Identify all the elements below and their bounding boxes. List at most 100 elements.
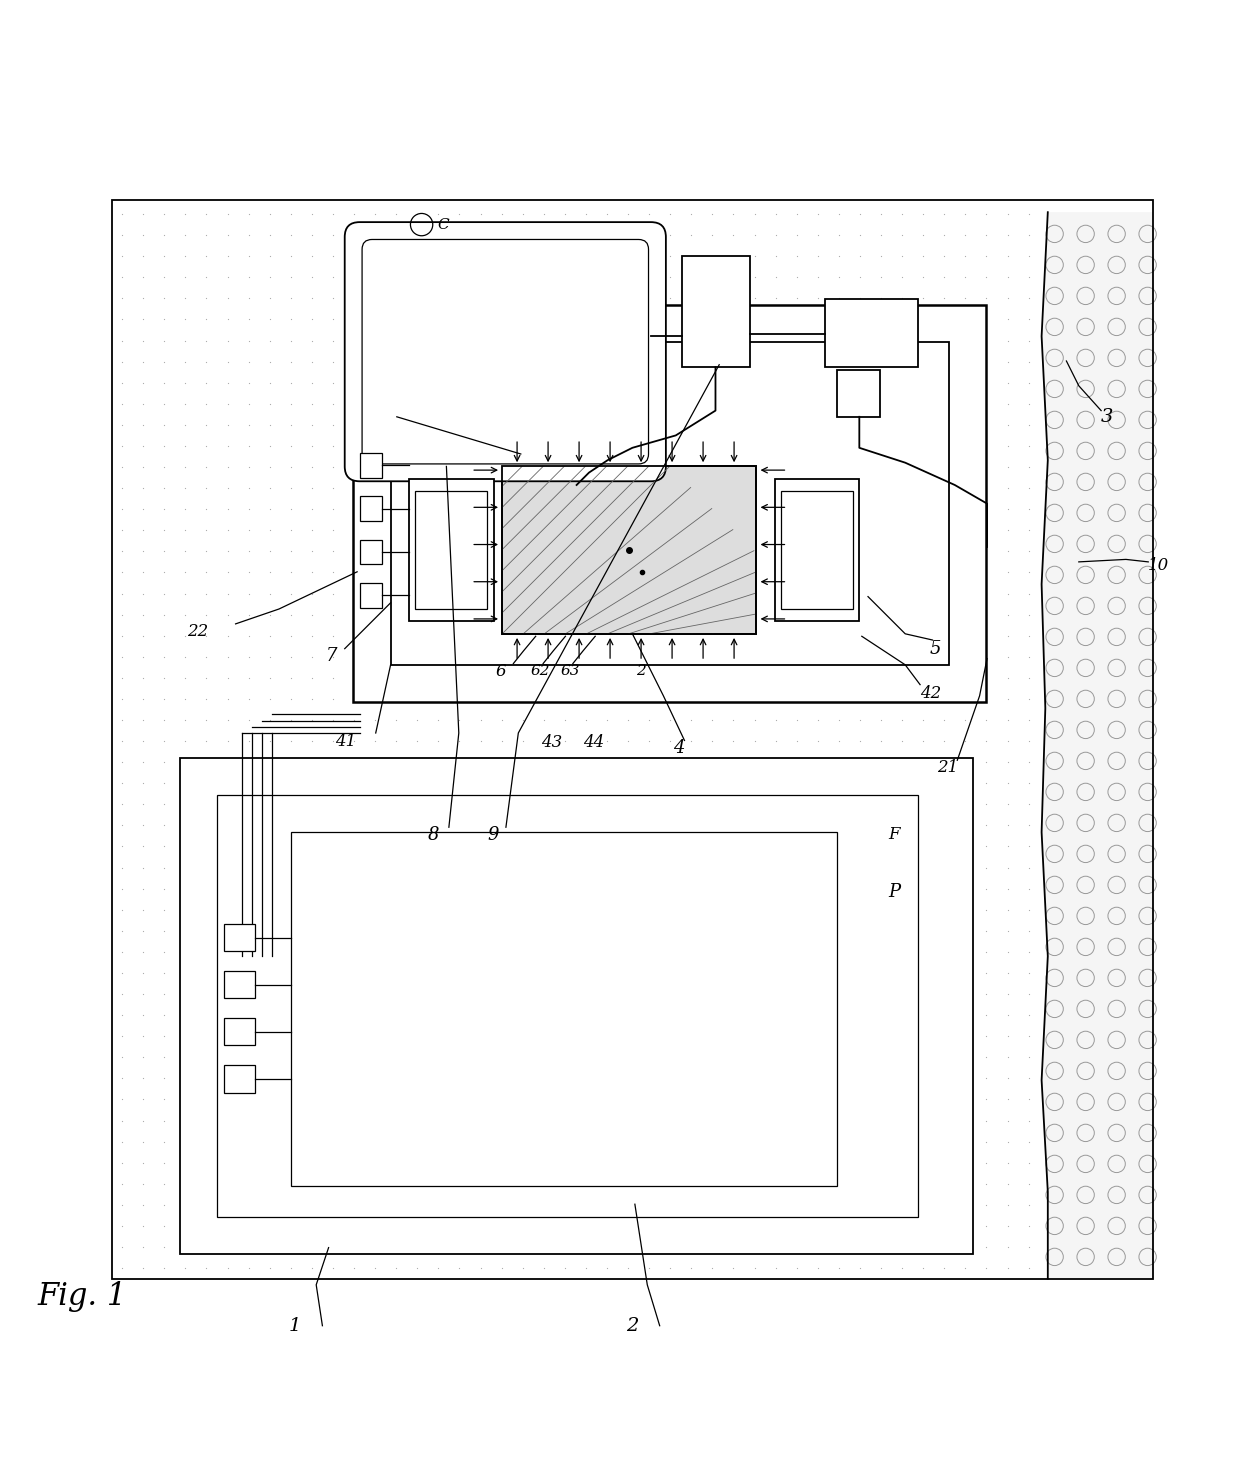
Point xyxy=(343,729,365,752)
Point xyxy=(154,814,174,837)
Point xyxy=(787,1003,807,1026)
Point xyxy=(744,645,764,668)
Point xyxy=(598,519,618,542)
Point xyxy=(808,666,828,689)
Point xyxy=(513,751,533,774)
Point xyxy=(429,856,449,880)
Point xyxy=(280,328,301,352)
Point xyxy=(176,1130,196,1154)
Point xyxy=(1061,497,1081,520)
Point xyxy=(112,877,133,900)
Point xyxy=(766,245,786,268)
Point xyxy=(450,919,470,943)
Point xyxy=(598,1045,618,1069)
Point xyxy=(280,645,301,668)
Point xyxy=(260,1193,280,1217)
Point xyxy=(280,1025,301,1048)
Point xyxy=(280,729,301,752)
Point xyxy=(513,223,533,246)
Point xyxy=(112,1151,133,1174)
Point xyxy=(303,771,322,795)
Point xyxy=(112,603,133,626)
Point xyxy=(112,688,133,711)
Point xyxy=(513,413,533,437)
Point xyxy=(724,877,744,900)
Point xyxy=(429,1003,449,1026)
Point xyxy=(1061,519,1081,542)
Point xyxy=(893,1171,913,1195)
Point xyxy=(808,1088,828,1111)
Point xyxy=(702,434,722,457)
Point xyxy=(598,1067,618,1091)
Point xyxy=(640,1025,660,1048)
Point xyxy=(322,202,342,226)
Point xyxy=(322,856,342,880)
Point xyxy=(577,1214,596,1237)
Point xyxy=(218,476,238,500)
Point xyxy=(830,625,849,648)
Point xyxy=(1123,539,1143,563)
Point xyxy=(577,519,596,542)
Point xyxy=(176,519,196,542)
Point xyxy=(724,603,744,626)
Point xyxy=(1083,1193,1102,1217)
Point xyxy=(196,434,217,457)
Point xyxy=(766,308,786,331)
Point xyxy=(682,497,702,520)
Point xyxy=(176,919,196,943)
Point xyxy=(1123,1025,1143,1048)
Point xyxy=(303,666,322,689)
Point xyxy=(218,519,238,542)
Point xyxy=(619,603,639,626)
Point xyxy=(830,245,849,268)
Point xyxy=(640,962,660,985)
Point xyxy=(1123,265,1143,289)
Text: 42: 42 xyxy=(920,685,941,702)
Point xyxy=(533,645,553,668)
Point xyxy=(322,1108,342,1132)
Point xyxy=(598,350,618,374)
Point xyxy=(640,476,660,500)
Point xyxy=(429,645,449,668)
Point xyxy=(556,603,575,626)
Point xyxy=(913,391,934,415)
Point xyxy=(872,688,892,711)
Point xyxy=(1061,688,1081,711)
Point xyxy=(998,751,1018,774)
Point xyxy=(1104,1214,1123,1237)
Point xyxy=(154,328,174,352)
Point xyxy=(407,1067,427,1091)
Point xyxy=(956,328,976,352)
Point xyxy=(1083,645,1102,668)
Point xyxy=(429,603,449,626)
Point xyxy=(1039,582,1059,605)
Point xyxy=(851,603,870,626)
Point xyxy=(343,919,365,943)
Point xyxy=(134,1003,154,1026)
Point xyxy=(429,371,449,394)
Point xyxy=(1061,1088,1081,1111)
Point xyxy=(450,456,470,479)
Point xyxy=(112,708,133,732)
Point xyxy=(977,1108,997,1132)
Point xyxy=(387,350,407,374)
Point xyxy=(724,814,744,837)
Point xyxy=(787,202,807,226)
Point xyxy=(387,856,407,880)
Point xyxy=(702,1193,722,1217)
Point xyxy=(744,497,764,520)
Point xyxy=(724,899,744,922)
Point xyxy=(387,666,407,689)
Point xyxy=(112,265,133,289)
Point xyxy=(1019,877,1039,900)
Point xyxy=(1061,539,1081,563)
Point xyxy=(619,434,639,457)
Point xyxy=(238,287,259,311)
Point xyxy=(1019,899,1039,922)
Point xyxy=(134,603,154,626)
Point xyxy=(407,1045,427,1069)
Point xyxy=(429,688,449,711)
Point xyxy=(956,603,976,626)
Point xyxy=(154,245,174,268)
Point xyxy=(134,582,154,605)
